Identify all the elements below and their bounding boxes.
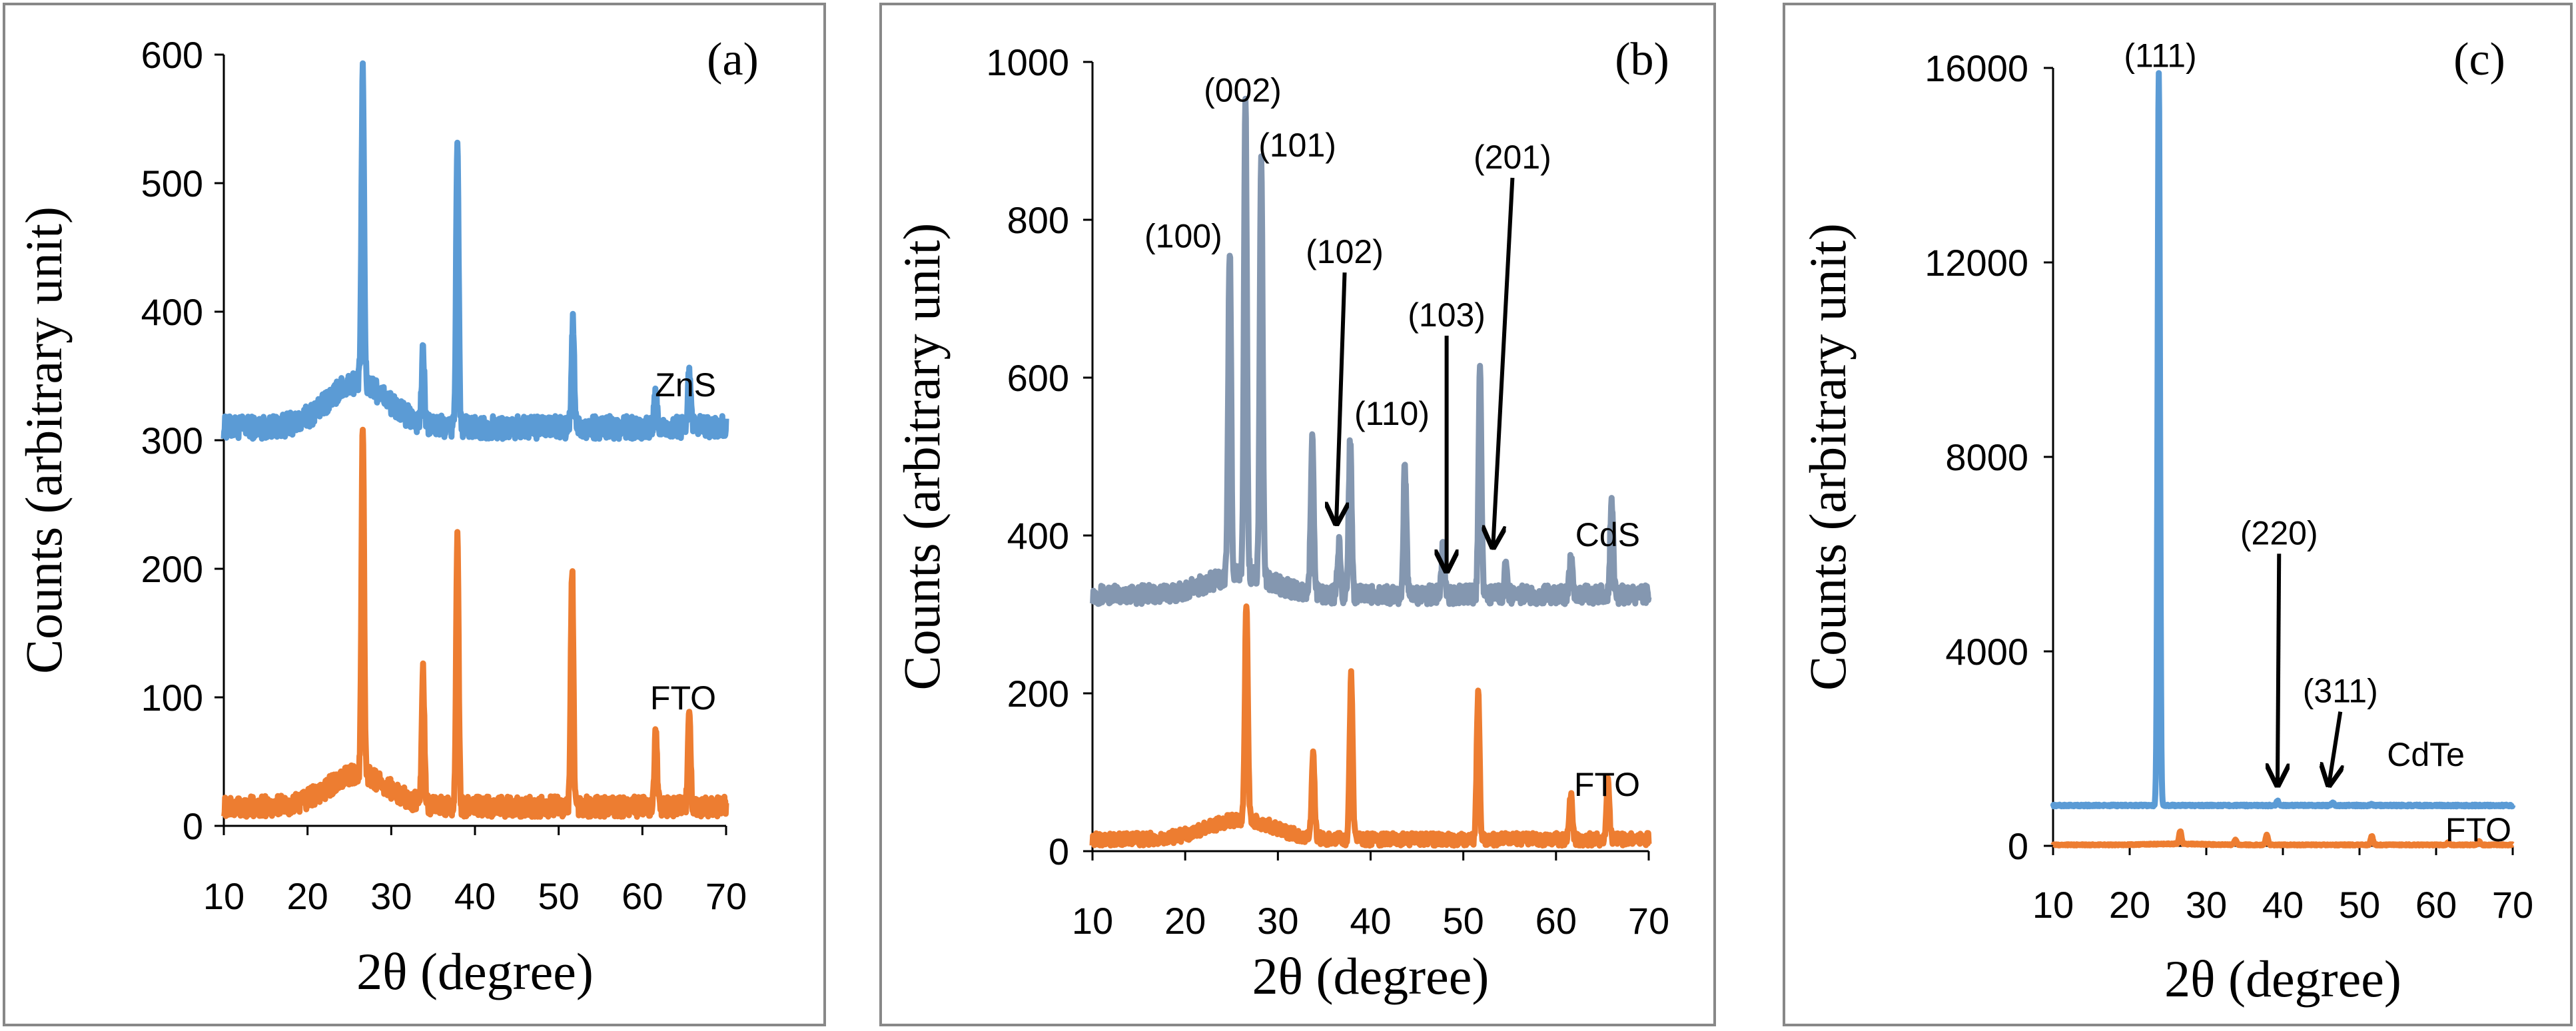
- panel-c-frame: [1783, 3, 2573, 1026]
- panel-a-chart: 0 100 200 300 400 500 600 10 20 30 40 50 60 70 2θ (deg…: [15, 34, 759, 1000]
- x-tick-label: 40: [1350, 900, 1391, 942]
- x-tick-label: 20: [287, 875, 328, 917]
- y-tick-label: 400: [141, 291, 203, 333]
- x-tick-label: 20: [1164, 900, 1206, 942]
- series-label-fto: FTO: [1574, 766, 1640, 803]
- panel-a-frame: [3, 3, 826, 1026]
- series-line-zns: [220, 60, 729, 442]
- x-axis-label: 2θ (degree): [1252, 947, 1490, 1005]
- y-tick-label: 200: [141, 548, 203, 590]
- series-label-fto: FTO: [2445, 811, 2511, 849]
- y-tick-label: 8000: [1945, 436, 2028, 478]
- x-tick-label: 60: [1535, 900, 1577, 942]
- y-tick-label: 600: [141, 34, 203, 76]
- x-tick-label: 50: [538, 875, 580, 917]
- x-tick-label: 10: [1072, 900, 1113, 942]
- y-tick-label: 100: [141, 677, 203, 719]
- peak-annotation: (110): [1354, 395, 1430, 432]
- peak-annotation: (311): [2303, 673, 2378, 710]
- x-tick-label: 70: [705, 875, 747, 917]
- y-tick-label: 4000: [1945, 631, 2028, 673]
- panel-b-frame: [879, 3, 1716, 1026]
- x-tick-label: 30: [2186, 884, 2227, 926]
- series-line-cdte: [2050, 70, 2516, 810]
- annotation-arrow: [2329, 711, 2340, 785]
- peak-annotation: (201): [1474, 139, 1551, 176]
- series-line-fto: [2050, 828, 2515, 849]
- x-tick-label: 70: [2492, 884, 2533, 926]
- x-tick-label: 30: [370, 875, 412, 917]
- x-tick-label: 20: [2109, 884, 2150, 926]
- y-tick-label: 200: [1007, 673, 1069, 715]
- peak-annotation: (103): [1408, 296, 1486, 334]
- y-tick-label: 800: [1007, 199, 1069, 241]
- x-axis-label: 2θ (degree): [2164, 950, 2401, 1008]
- x-tick-label: 60: [2415, 884, 2457, 926]
- x-tick-label: 30: [1257, 900, 1298, 942]
- x-tick-label: 70: [1628, 900, 1669, 942]
- series-label-fto: FTO: [650, 679, 716, 717]
- peak-annotation: (101): [1258, 127, 1336, 164]
- x-tick-label: 40: [2262, 884, 2304, 926]
- y-tick-label: 0: [1049, 831, 1069, 872]
- series-line-cds: [1089, 95, 1652, 607]
- y-tick-label: 16000: [1925, 47, 2028, 89]
- x-tick-label: 50: [1443, 900, 1484, 942]
- y-axis-label: Counts (arbitrary unit): [1799, 223, 1857, 691]
- annotation-arrow: [1336, 272, 1345, 523]
- y-tick-label: 500: [141, 163, 203, 204]
- series-label-cdte: CdTe: [2387, 736, 2465, 773]
- y-axis-label: Counts (arbitrary unit): [15, 206, 73, 674]
- series-line-fto: [1089, 603, 1652, 849]
- annotation-arrow: [1493, 177, 1515, 547]
- x-tick-label: 60: [622, 875, 663, 917]
- y-axis-label: Counts (arbitrary unit): [893, 223, 951, 691]
- peak-annotation: (002): [1204, 71, 1282, 109]
- y-tick-label: 1000: [986, 41, 1069, 83]
- y-tick-label: 300: [141, 420, 203, 462]
- peak-annotation: (111): [2124, 37, 2196, 75]
- x-tick-label: 40: [454, 875, 496, 917]
- y-tick-label: 12000: [1925, 242, 2028, 284]
- panel-label: (b): [1615, 34, 1669, 85]
- x-tick-label: 50: [2339, 884, 2380, 926]
- panel-label: (c): [2453, 34, 2505, 85]
- peak-annotation: (100): [1144, 217, 1222, 254]
- x-axis-label: 2θ (degree): [356, 942, 594, 1000]
- series-label-cds: CdS: [1575, 516, 1640, 553]
- annotation-arrow: [2278, 553, 2279, 785]
- y-tick-label: 400: [1007, 515, 1069, 557]
- peak-annotation: (102): [1306, 233, 1384, 270]
- panel-c-chart: 0 4000 8000 12000 16000 10 20 30 40 50 60 70 2θ (deg…: [1799, 34, 2533, 1008]
- panel-b-chart: 0 200 400 600 800 1000 10 20 30 40 50 60 70 2θ (degre…: [893, 34, 1669, 1005]
- series-label-zns: ZnS: [655, 366, 716, 404]
- panel-label: (a): [707, 34, 759, 85]
- y-tick-label: 600: [1007, 357, 1069, 399]
- series-line-fto: [221, 426, 729, 820]
- y-tick-label: 0: [2008, 825, 2028, 867]
- x-tick-label: 10: [2032, 884, 2074, 926]
- x-tick-label: 10: [203, 875, 244, 917]
- y-tick-label: 0: [183, 805, 203, 847]
- peak-annotation: (220): [2240, 514, 2318, 551]
